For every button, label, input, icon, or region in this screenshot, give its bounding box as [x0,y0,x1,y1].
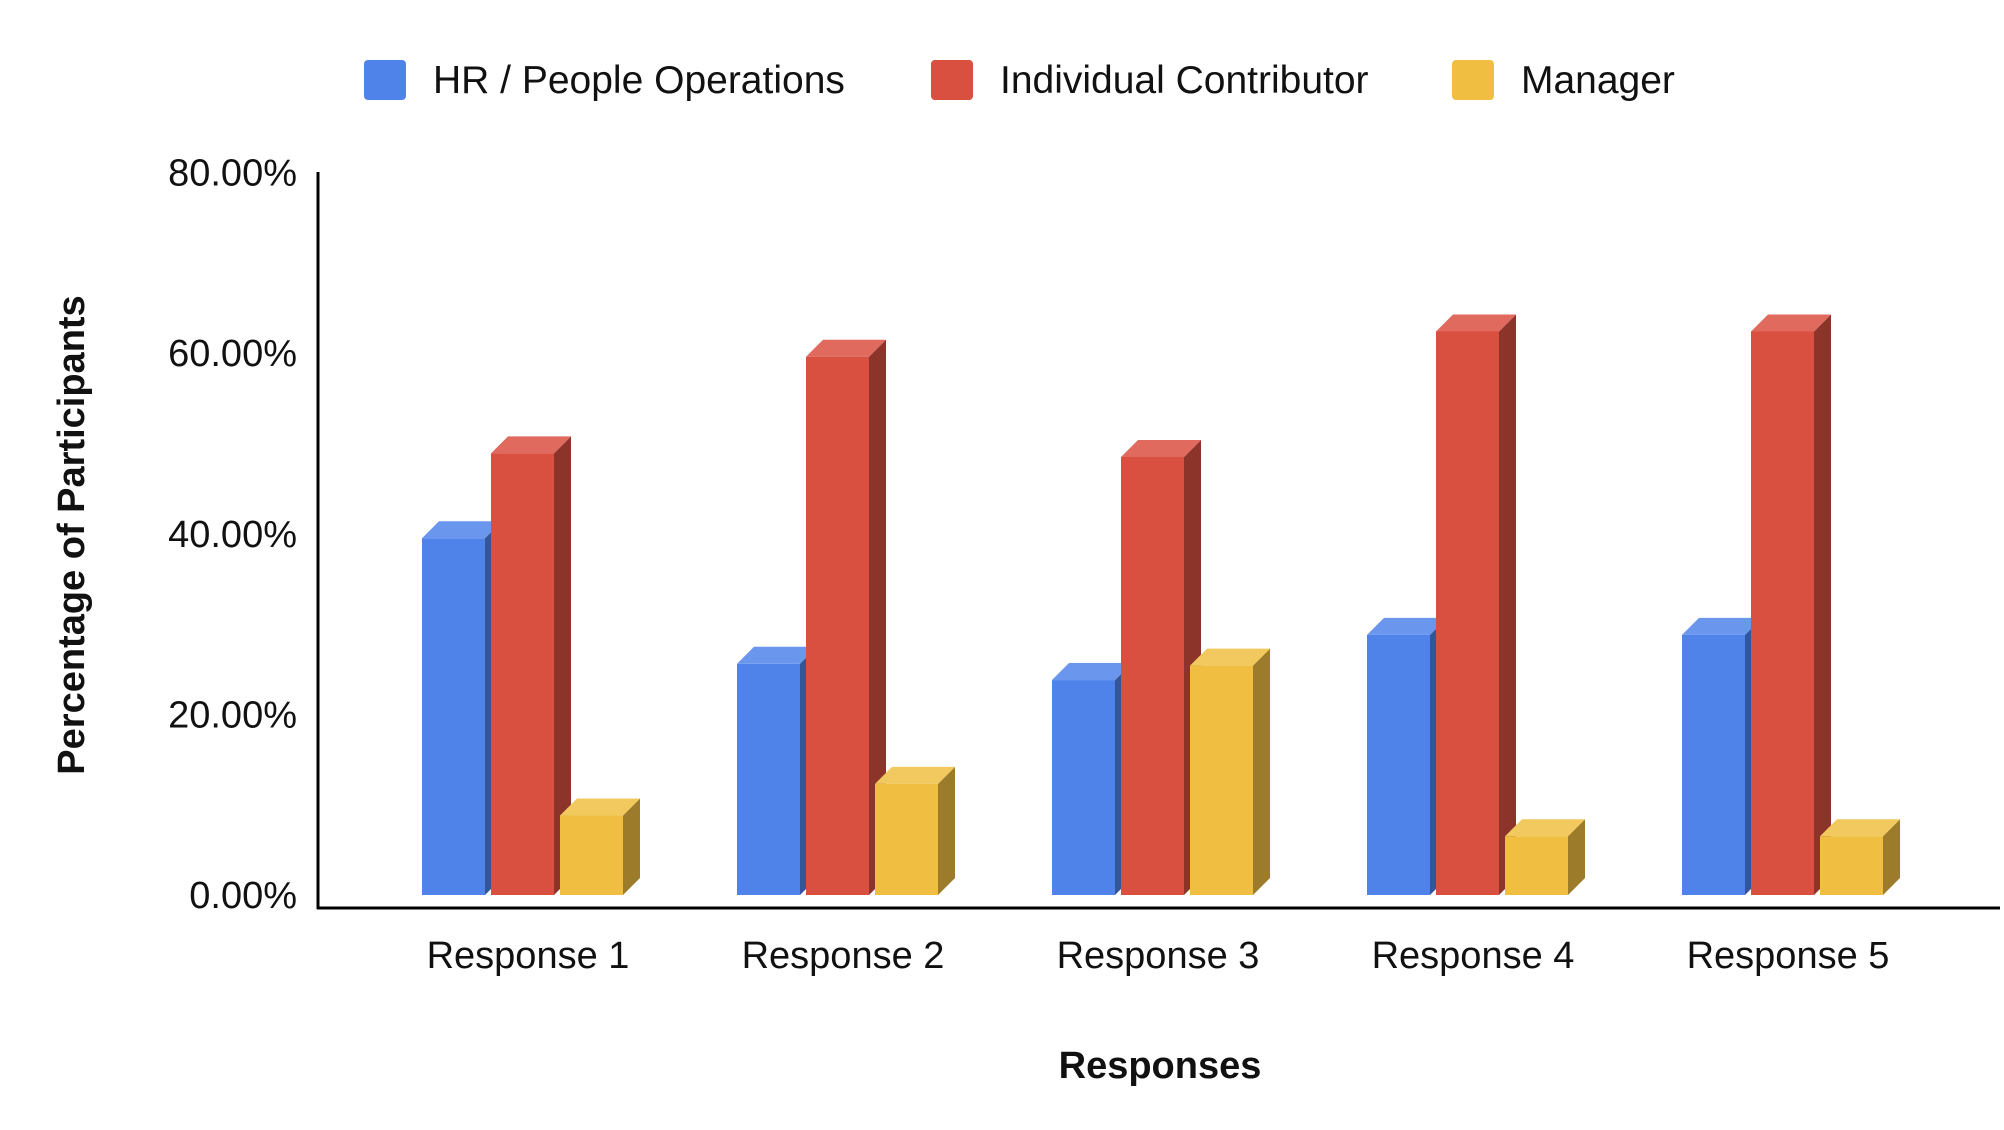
x-tick-label: Response 4 [1372,935,1575,977]
bar-side [1814,314,1831,895]
bar-individual-contributor-4 [1436,314,1516,895]
bar-individual-contributor-1 [491,436,571,895]
legend-item: Individual Contributor [931,59,1369,102]
bar-side [938,766,955,895]
bar-front [422,538,485,895]
bars [422,314,1900,895]
bar-top [1190,648,1270,666]
bar-top [491,436,571,454]
legend-item: Manager [1452,59,1675,102]
y-tick-label: 40.00% [168,514,297,556]
bar-hr-people-operations-5 [1682,617,1762,895]
x-axis-title: Responses [1059,1045,1262,1087]
bar-front [875,783,938,895]
bar-top [1121,439,1201,457]
bar-side [554,436,571,895]
y-axis-title: Percentage of Participants [51,295,93,774]
bar-manager-4 [1505,819,1585,895]
bar-top [737,646,817,664]
bar-front [1436,331,1499,895]
bar-front [1682,634,1745,895]
bar-front [806,356,869,895]
bar-front [1751,331,1814,895]
x-tick-label: Response 1 [427,935,630,977]
bar-top [1436,314,1516,332]
bar-front [1820,836,1883,895]
bar-individual-contributor-5 [1751,314,1831,895]
bar-top [422,521,502,539]
legend-label: Manager [1521,59,1675,102]
bar-hr-people-operations-2 [737,646,817,895]
x-tick-label: Response 5 [1687,935,1890,977]
bar-individual-contributor-2 [806,339,886,895]
y-tick-label: 60.00% [168,333,297,375]
bar-manager-2 [875,766,955,895]
bar-side [1253,648,1270,895]
bar-top [1052,663,1132,681]
bar-top [806,339,886,357]
bar-manager-3 [1190,648,1270,895]
y-tick-label: 0.00% [189,875,297,917]
bar-top [1751,314,1831,332]
bar-front [737,663,800,895]
legend-swatch [931,60,973,100]
bar-front [1190,665,1253,895]
bar-manager-1 [560,798,640,895]
bar-front [1367,634,1430,895]
bar-hr-people-operations-3 [1052,663,1132,895]
bar-manager-5 [1820,819,1900,895]
bar-top [1367,617,1447,635]
bar-top [1682,617,1762,635]
y-tick-label: 80.00% [168,153,297,195]
bar-individual-contributor-3 [1121,439,1201,895]
bar-front [1121,456,1184,895]
y-tick-label: 20.00% [168,694,297,736]
x-tick-label: Response 2 [742,935,945,977]
legend-swatch [1452,60,1494,100]
bar-front [491,453,554,895]
bar-top [875,766,955,784]
x-tick-label: Response 3 [1057,935,1260,977]
legend-item: HR / People Operations [364,59,845,102]
bar-side [623,798,640,895]
legend: HR / People Operations Individual Contrib… [364,59,1675,102]
y-axis-ticks: 0.00% 20.00% 40.00% 60.00% 80.00% [168,153,297,918]
bar-front [1052,680,1115,895]
x-axis-ticks: Response 1 Response 2 Response 3 Response 4… [427,935,1890,977]
bar-side [1568,819,1585,895]
bar-hr-people-operations-4 [1367,617,1447,895]
bar-front [1505,836,1568,895]
bar-side [1499,314,1516,895]
bar-front [560,815,623,895]
legend-label: Individual Contributor [1000,59,1369,102]
bar-top [560,798,640,816]
legend-swatch [364,60,406,100]
bar-top [1505,819,1585,837]
bar-side [869,339,886,895]
legend-label: HR / People Operations [433,59,845,102]
bar-top [1820,819,1900,837]
bar-hr-people-operations-1 [422,521,502,895]
bar-side [1883,819,1900,895]
